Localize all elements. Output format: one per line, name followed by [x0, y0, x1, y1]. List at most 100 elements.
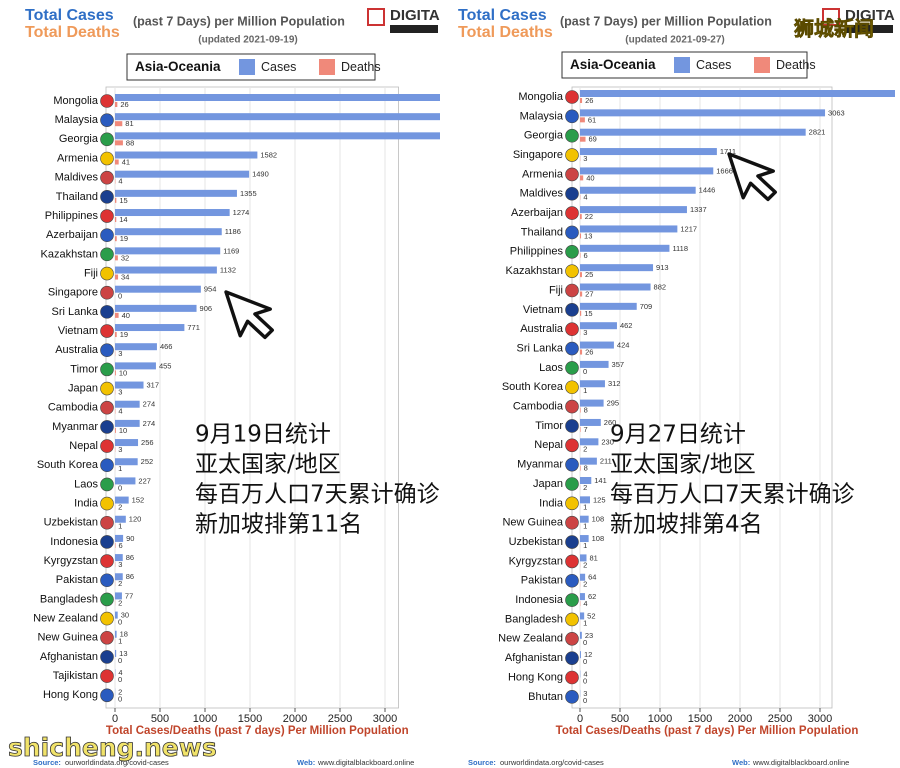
value-label: 1: [118, 464, 122, 473]
cases-bar: [115, 324, 185, 332]
value-label: 0: [118, 292, 122, 301]
value-label: 1711: [720, 147, 736, 156]
legend-label: Deaths: [776, 58, 816, 72]
deaths-bar: [115, 255, 118, 261]
flag-icon: [100, 669, 114, 683]
x-tick-label: 3000: [808, 713, 832, 725]
value-label: 3: [118, 349, 122, 358]
value-label: 2: [583, 580, 587, 589]
value-label: 86: [126, 572, 134, 581]
value-label: 1: [583, 522, 587, 531]
flag-icon: [100, 113, 114, 127]
cases-bar: [580, 148, 717, 156]
value-label: 913: [656, 263, 669, 272]
annotation: 新加坡排第11名: [195, 512, 362, 538]
flag-icon: [565, 186, 579, 201]
flag-icon: [565, 341, 579, 356]
deaths-bar: [580, 175, 584, 181]
value-label: 19: [120, 234, 128, 243]
category-label: South Korea: [37, 459, 99, 471]
category-label: Philippines: [45, 210, 99, 222]
flag-icon: [100, 132, 114, 147]
cursor-arrow: [224, 290, 274, 340]
flag-icon: [100, 400, 114, 415]
flag-icon: [100, 266, 114, 281]
value-label: 4: [583, 599, 587, 608]
value-label: 954: [204, 285, 217, 294]
value-label: 30: [121, 611, 129, 620]
value-label: 27: [585, 289, 593, 298]
value-label: 10: [119, 426, 127, 435]
category-label: New Zealand: [498, 633, 563, 645]
value-label: 1132: [220, 266, 236, 275]
category-label: Georgia: [524, 130, 564, 142]
value-label: 15: [119, 196, 127, 205]
category-label: Myanmar: [517, 459, 563, 471]
deaths-bar: [115, 197, 117, 203]
cases-bar: [580, 380, 605, 388]
cases-bar: [580, 109, 826, 117]
cursor-arrow: [727, 152, 777, 202]
cases-bar: [580, 264, 654, 272]
flag-icon: [565, 535, 579, 549]
annotation: 新加坡排第4名: [610, 512, 763, 538]
value-label: 1355: [240, 189, 257, 198]
category-label: Cambodia: [513, 401, 564, 413]
cases-bar: [115, 304, 197, 312]
cases-bar: [115, 573, 123, 581]
value-label: 77: [125, 591, 133, 600]
value-label: 1446: [699, 186, 716, 195]
cases-bar: [115, 458, 138, 466]
value-label: 108: [592, 534, 605, 543]
value-label: 466: [160, 342, 173, 351]
flag-icon: [565, 283, 579, 298]
x-tick-label: 1500: [688, 713, 712, 725]
flag-icon: [100, 650, 114, 664]
cases-bar: [115, 592, 122, 600]
cases-bar: [115, 151, 258, 159]
deaths-bar: [115, 332, 117, 338]
plot-area: [105, 86, 399, 709]
value-label: 2: [118, 579, 122, 588]
deaths-bar: [580, 349, 583, 355]
value-label: 230: [601, 437, 614, 446]
flag-icon: [565, 380, 579, 395]
cases-bar: [580, 225, 678, 233]
deaths-bar: [580, 272, 582, 278]
deaths-bar: [580, 233, 582, 239]
flag-icon: [100, 458, 114, 473]
cases-bar: [115, 94, 440, 101]
flag-icon: [100, 285, 114, 300]
flag-icon: [100, 439, 114, 453]
chart-subtitle: (updated 2021-09-27): [625, 35, 724, 46]
category-label: Afghanistan: [40, 651, 98, 663]
value-label: 0: [118, 656, 122, 665]
x-tick-label: 2000: [728, 713, 752, 725]
value-label: 34: [121, 273, 129, 282]
category-label: Mongolia: [518, 91, 564, 103]
category-label: Azerbaijan: [511, 207, 563, 219]
flag-icon: [100, 94, 114, 108]
deaths-bar: [115, 542, 116, 548]
flag-icon: [565, 167, 579, 182]
value-label: 4: [118, 177, 122, 186]
category-label: New Zealand: [33, 612, 98, 624]
category-label: Japan: [533, 478, 563, 490]
value-label: 0: [583, 367, 587, 376]
flag-icon: [565, 245, 579, 259]
category-label: Singapore: [513, 149, 563, 161]
legend-title: Asia-Oceania: [135, 59, 221, 74]
flag-icon: [565, 515, 579, 530]
flag-icon: [565, 690, 579, 704]
deaths-bar: [115, 312, 119, 318]
value-label: 906: [200, 304, 213, 313]
category-label: Australia: [55, 344, 99, 356]
cases-bar: [580, 90, 895, 97]
category-label: Uzbekistan: [509, 536, 563, 548]
value-label: 0: [118, 675, 122, 684]
source-label: Source:: [33, 758, 61, 767]
value-label: 81: [125, 119, 133, 128]
annotation: 9月19日统计: [195, 422, 331, 448]
